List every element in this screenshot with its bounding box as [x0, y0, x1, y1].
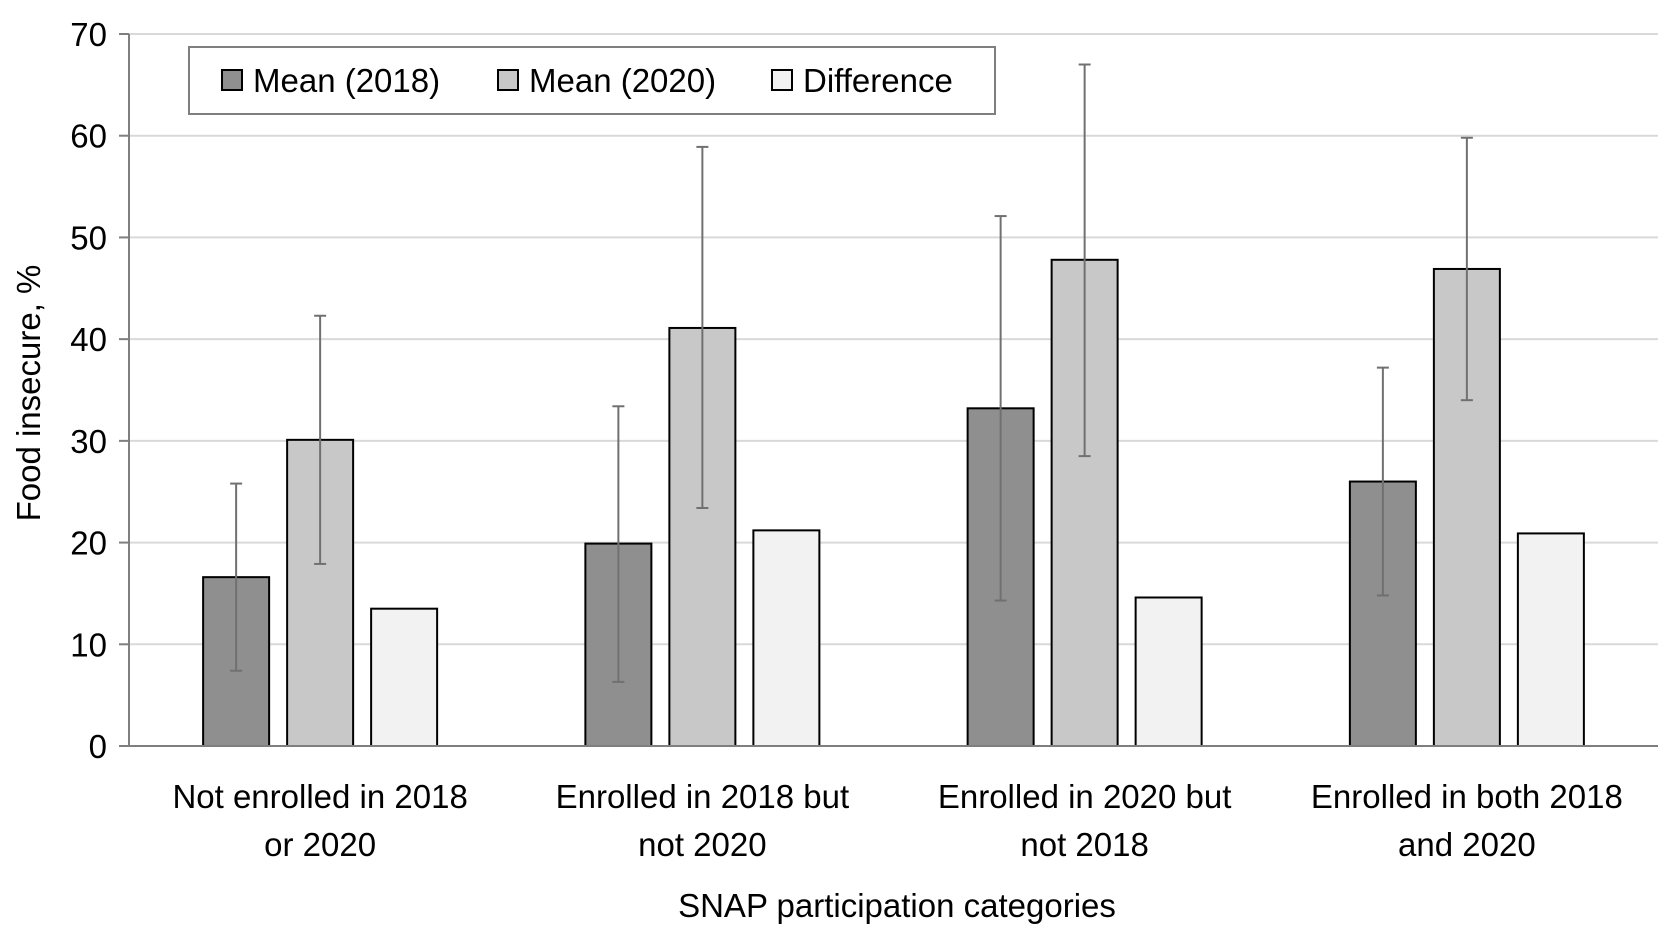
bar-mean-2018 — [1348, 480, 1417, 747]
legend-label: Mean (2020) — [529, 62, 716, 99]
axes — [119, 33, 1658, 747]
legend: Mean (2018) Mean (2020) Difference — [188, 46, 996, 115]
y-axis-title: Food insecure, % — [10, 265, 47, 522]
legend-items: Mean (2018) Mean (2020) Difference — [221, 62, 953, 99]
y-tick-label: 40 — [70, 321, 107, 358]
bar-mean-2020 — [1432, 267, 1501, 747]
legend-label: Difference — [803, 62, 953, 99]
x-category-label: Not enrolled in 2018 or 2020 — [172, 778, 467, 863]
x-category-label: Enrolled in 2020 but not 2018 — [938, 778, 1232, 863]
y-tick-label: 50 — [70, 219, 107, 256]
bar-difference — [370, 607, 439, 748]
y-tick-label: 20 — [70, 525, 107, 562]
legend-swatch — [771, 69, 793, 91]
legend-label: Mean (2018) — [253, 62, 440, 99]
legend-swatch — [497, 69, 519, 91]
bar-difference — [1134, 596, 1203, 747]
y-tick-label: 70 — [70, 16, 107, 53]
legend-frame — [188, 46, 996, 115]
y-tick-label: 10 — [70, 626, 107, 663]
error-bars — [230, 63, 1473, 683]
bar-difference — [1516, 532, 1585, 747]
legend-swatch — [221, 69, 243, 91]
y-tick-label: 60 — [70, 118, 107, 155]
bars — [202, 258, 1585, 748]
gridlines — [129, 33, 1658, 646]
y-tick-label: 30 — [70, 423, 107, 460]
x-category-label: Enrolled in both 2018 and 2020 — [1311, 778, 1623, 863]
x-axis-title: SNAP participation categories — [678, 887, 1116, 924]
bar-difference — [752, 529, 821, 748]
y-tick-label: 0 — [89, 728, 107, 765]
axis-labels: 0 10 20 30 40 50 60 70 Not enrolled in 2018 or 20… — [70, 16, 1623, 863]
x-category-label: Enrolled in 2018 but not 2020 — [556, 778, 850, 863]
